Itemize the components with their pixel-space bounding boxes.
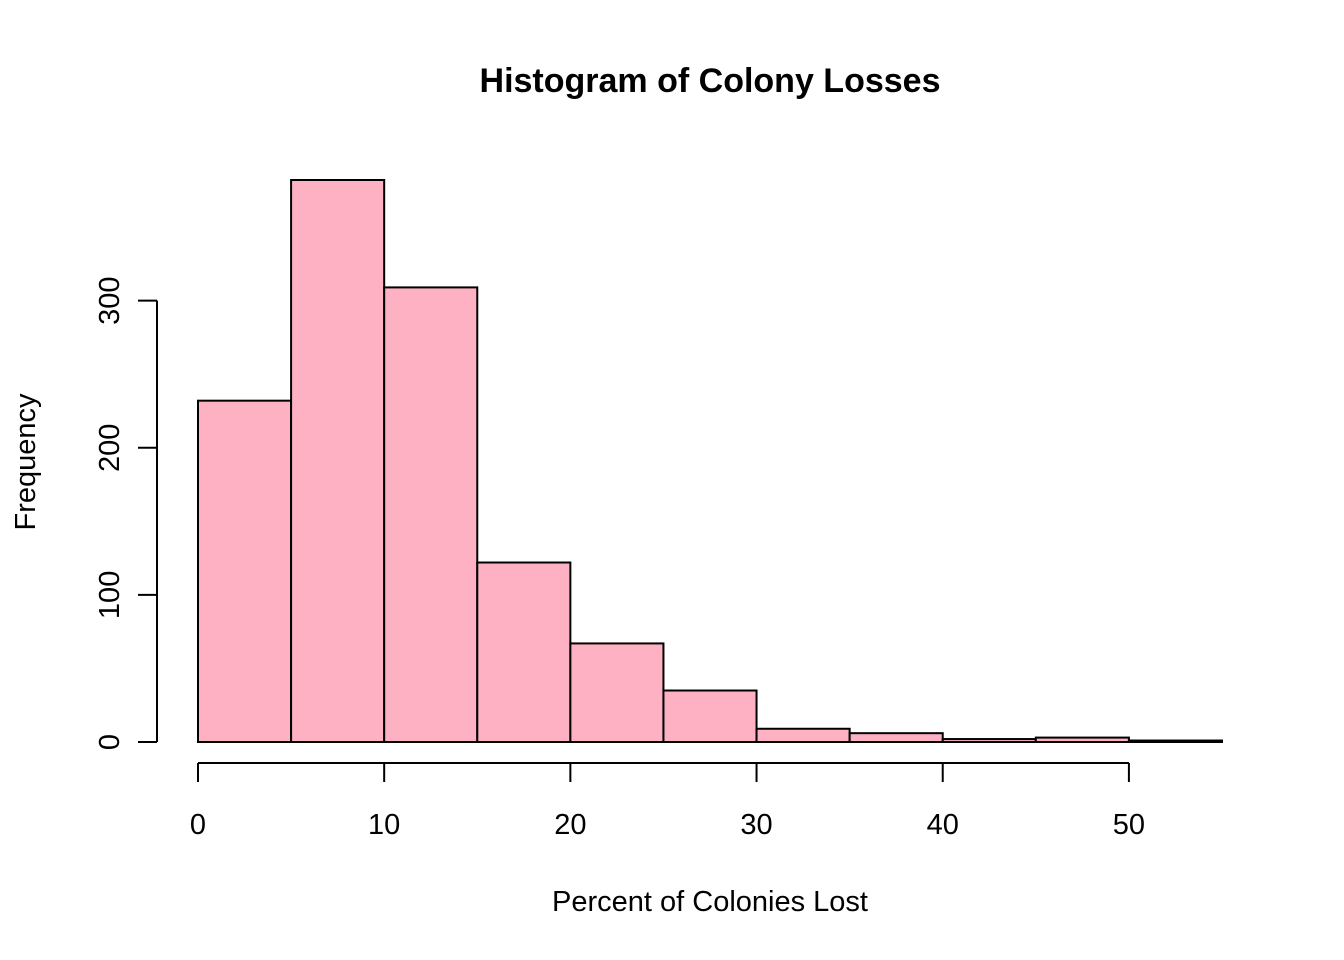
y-axis-label: Frequency bbox=[10, 393, 42, 531]
histogram-bar bbox=[848, 732, 944, 744]
y-tick-label: 300 bbox=[94, 276, 126, 324]
y-tick-label: 200 bbox=[94, 424, 126, 472]
histogram-bar bbox=[197, 399, 293, 743]
histogram-bar bbox=[290, 179, 386, 743]
histogram-bar bbox=[476, 561, 572, 743]
y-axis: 0 100 200 300 bbox=[94, 276, 158, 750]
y-tick-label: 0 bbox=[94, 734, 126, 750]
x-tick-label: 40 bbox=[927, 809, 959, 841]
histogram-bar bbox=[941, 738, 1037, 744]
histogram-bar bbox=[569, 642, 665, 743]
histogram-bar bbox=[1034, 736, 1130, 743]
x-tick-label: 0 bbox=[190, 809, 206, 841]
bars-group bbox=[197, 179, 1223, 744]
x-tick-label: 50 bbox=[1113, 809, 1145, 841]
histogram-bar bbox=[383, 286, 479, 743]
x-axis: 0 10 20 30 40 50 bbox=[190, 762, 1145, 841]
x-tick-label: 30 bbox=[740, 809, 772, 841]
x-axis-label: Percent of Colonies Lost bbox=[552, 886, 868, 918]
y-tick-label: 100 bbox=[94, 571, 126, 619]
x-tick-label: 20 bbox=[554, 809, 586, 841]
chart-title: Histogram of Colony Losses bbox=[480, 62, 941, 100]
histogram-bar bbox=[662, 689, 758, 744]
histogram-bar bbox=[1127, 739, 1223, 744]
histogram-bar bbox=[755, 727, 851, 743]
x-tick-label: 10 bbox=[368, 809, 400, 841]
